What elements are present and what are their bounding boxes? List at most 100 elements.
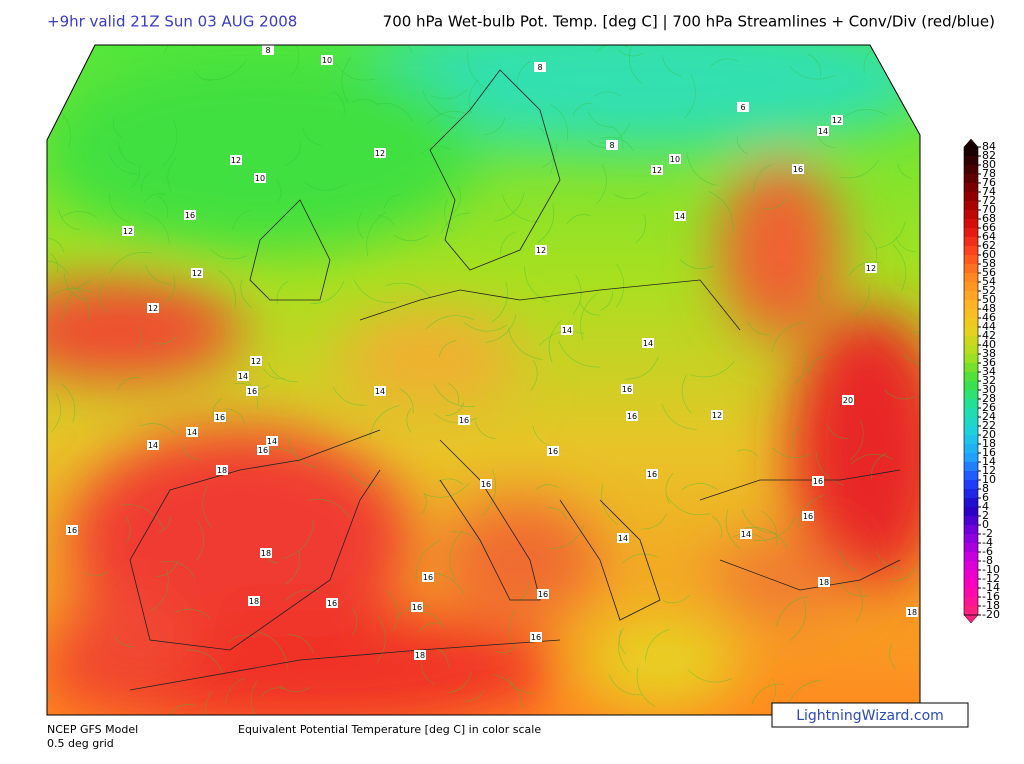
streamline [501, 194, 540, 223]
streamline [679, 259, 715, 270]
colorbar-band [964, 372, 978, 381]
streamline [51, 393, 61, 433]
streamline [333, 91, 345, 116]
colorbar-label: 32 [982, 374, 996, 387]
colorbar-band [964, 300, 978, 309]
streamline [481, 469, 496, 517]
contour-label-box [642, 338, 654, 348]
colorbar-label: -20 [982, 608, 1000, 621]
streamline [124, 515, 131, 543]
contour-label: 14 [675, 212, 685, 221]
streamline [162, 119, 178, 167]
streamline [744, 527, 788, 549]
streamline [662, 594, 690, 604]
colorbar-band [964, 543, 978, 552]
contour-label-box [248, 596, 260, 606]
streamline [366, 212, 386, 257]
contour-label-box [262, 45, 274, 55]
streamline [240, 279, 253, 309]
map-frame [46, 44, 921, 716]
contour-label: 16 [459, 416, 469, 425]
colorbar-band [964, 336, 978, 345]
streamline [200, 59, 247, 81]
contour-label-box [326, 598, 338, 608]
contour-label: 16 [813, 477, 823, 486]
contour-label-box [66, 525, 78, 535]
streamline [840, 109, 888, 121]
streamline [788, 65, 837, 80]
streamline [776, 596, 809, 627]
colorbar-band [964, 435, 978, 444]
contour-label: 16 [185, 211, 195, 220]
colorbar-band [964, 210, 978, 219]
colorbar-band [964, 291, 978, 300]
colorbar-band [964, 588, 978, 597]
streamline [875, 221, 906, 249]
streamline [116, 377, 141, 391]
colorbar-label: 74 [982, 185, 996, 198]
contour-label-box [147, 440, 159, 450]
streamline [495, 646, 516, 653]
colorbar-band [964, 498, 978, 507]
contour-label: 12 [866, 264, 876, 273]
colorbar-label: 28 [982, 392, 996, 405]
streamline [712, 515, 722, 539]
streamline [628, 46, 643, 85]
colorbar-label: 66 [982, 221, 996, 234]
streamline [884, 389, 916, 400]
streamline [601, 483, 619, 526]
contour-label: 12 [375, 149, 385, 158]
streamline [474, 420, 496, 440]
streamline [431, 88, 468, 100]
contour-label-box [737, 102, 749, 112]
streamline [566, 214, 591, 225]
colorbar-band [964, 552, 978, 561]
streamline [260, 687, 285, 698]
streamline [500, 231, 516, 255]
colorbar-band [964, 570, 978, 579]
streamline [837, 581, 870, 597]
contour-label-box [818, 577, 830, 587]
credit-box [771, 702, 969, 728]
streamlines [47, 45, 920, 715]
streamline [276, 281, 289, 304]
contour-label-box [411, 602, 423, 612]
streamline [421, 661, 435, 685]
streamline [709, 58, 739, 68]
colorbar-label: 52 [982, 284, 996, 297]
colorbar-label: 68 [982, 212, 996, 225]
streamline [284, 142, 301, 167]
colorbar-label: 56 [982, 266, 996, 279]
field-blobs [47, 45, 920, 715]
streamline [226, 408, 246, 424]
streamline [681, 483, 718, 490]
streamline [596, 45, 628, 52]
streamline [580, 293, 598, 340]
streamline [63, 280, 92, 322]
colorbar-band [964, 192, 978, 201]
streamline [399, 388, 414, 414]
model-label: NCEP GFS Model [47, 723, 138, 736]
streamline [808, 356, 824, 374]
colorbar-label: 42 [982, 329, 996, 342]
streamline [122, 503, 165, 531]
colorbar-label: 4 [982, 500, 989, 513]
streamline [485, 314, 517, 343]
streamline [406, 407, 412, 433]
streamline [747, 320, 771, 336]
streamline [47, 237, 65, 253]
contour-label: 12 [536, 246, 546, 255]
streamline [762, 198, 787, 210]
streamline [524, 266, 550, 303]
colorbar-label: 20 [982, 428, 996, 441]
streamline [903, 354, 920, 366]
streamline [539, 330, 585, 346]
streamline [84, 570, 109, 577]
contour-label: 12 [652, 166, 662, 175]
streamline [536, 484, 560, 490]
streamline [421, 492, 427, 515]
streamline [596, 164, 607, 205]
streamline [635, 214, 646, 244]
